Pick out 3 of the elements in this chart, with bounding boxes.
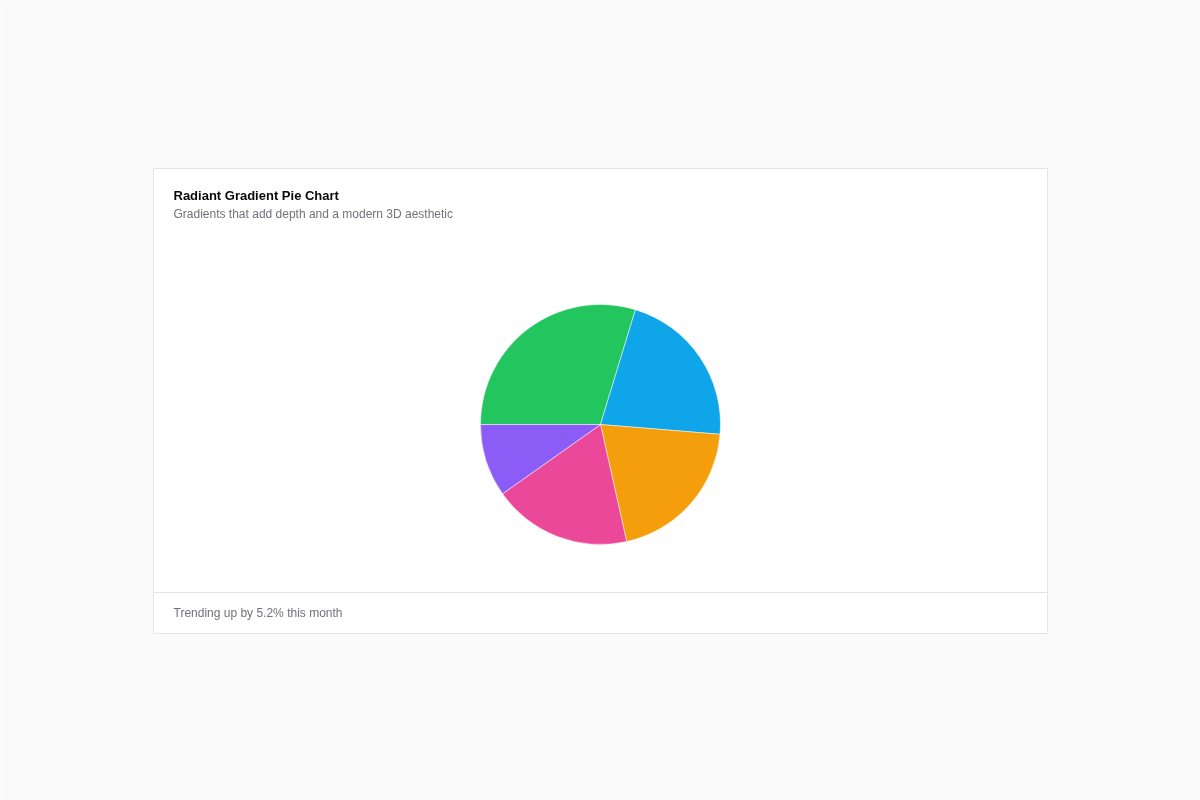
text: Radiant Gradient Pie Chart <box>173 188 340 203</box>
text: Trending up by 5.2% this month <box>173 605 343 620</box>
text: Gradients that add depth and a modern 3D aesthetic <box>173 206 454 221</box>
